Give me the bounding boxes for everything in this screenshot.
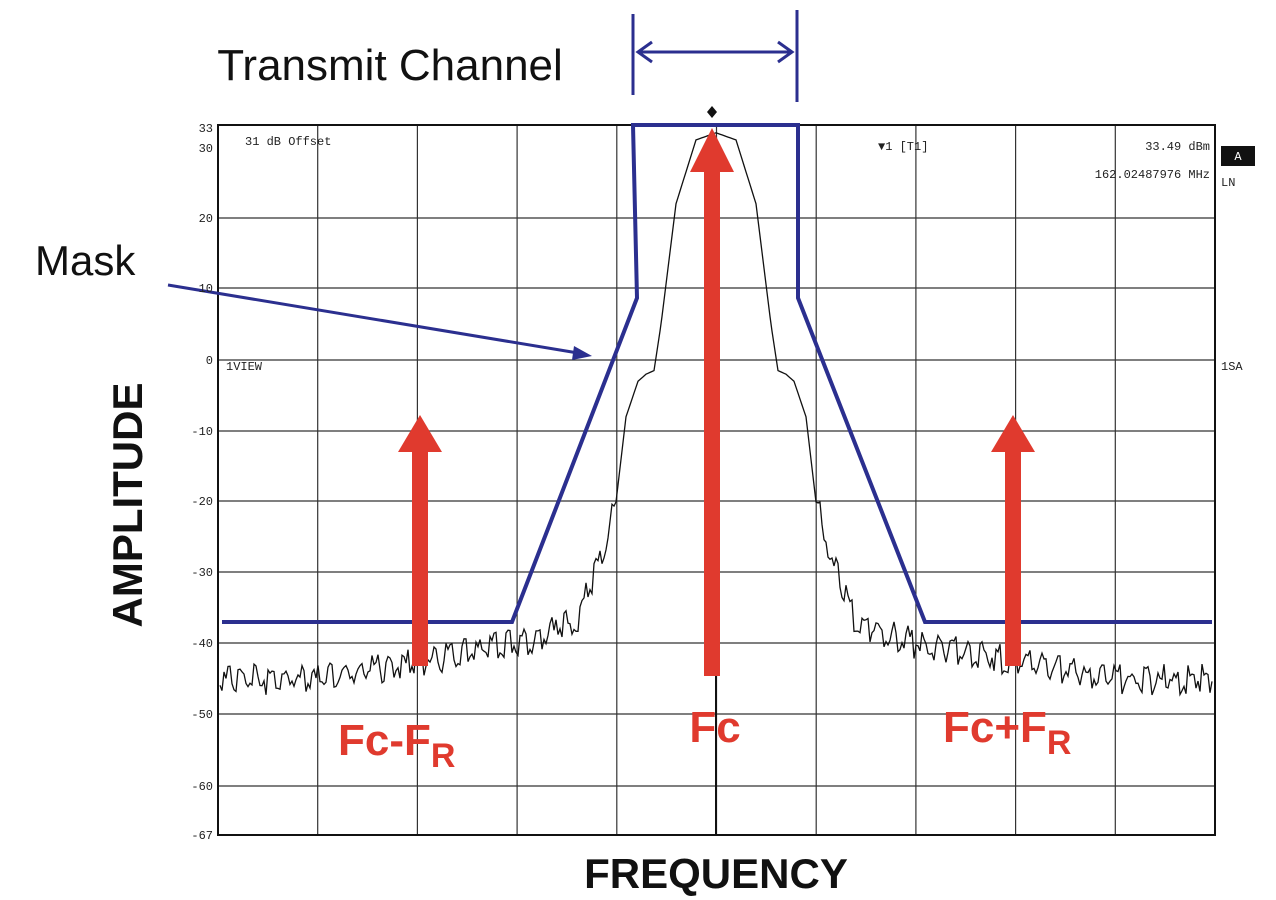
x-axis-title: FREQUENCY (584, 850, 848, 897)
lower-label: Fc-FR (338, 716, 455, 775)
channel-bracket (631, 10, 799, 102)
upper-label: Fc+FR (943, 703, 1071, 762)
view: 1VIEW (226, 360, 263, 374)
y-tick-label: 20 (199, 212, 213, 226)
y-tick-label: 30 (199, 142, 213, 156)
red-arrows (398, 128, 1035, 676)
mask-pointer-head (572, 346, 592, 360)
y-tick-label: -40 (191, 637, 213, 651)
label-sub: R (1047, 724, 1072, 762)
mask-label: Mask (35, 237, 136, 284)
y-tick-label: -67 (191, 829, 213, 843)
y-tick-label: -20 (191, 495, 213, 509)
marker-level: 33.49 dBm (1145, 140, 1210, 154)
label-main: Fc+F (943, 703, 1047, 752)
spectrum-trace (219, 132, 1213, 697)
y-tick-label: 0 (206, 354, 213, 368)
label-sub: R (431, 737, 456, 775)
y-tick-label: -10 (191, 425, 213, 439)
title: Transmit Channel (217, 41, 563, 90)
y-tick-label: -50 (191, 708, 213, 722)
badge-box (1221, 146, 1255, 166)
ln: LN (1221, 176, 1235, 190)
mask-pointer (167, 283, 579, 355)
badge: A (1234, 150, 1242, 164)
y-axis-title: AMPLITUDE (104, 383, 151, 628)
marker (707, 106, 717, 118)
y-tick-label: 10 (199, 282, 213, 296)
label-main: Fc-F (338, 716, 431, 765)
marker-freq: 162.02487976 MHz (1095, 168, 1210, 182)
center-label: Fc (689, 703, 740, 752)
offset: 31 dB Offset (245, 135, 331, 149)
sa: 1SA (1221, 360, 1243, 374)
y-tick-label: -30 (191, 566, 213, 580)
marker-label: ▼1 [T1] (878, 140, 928, 154)
y-tick-label: -60 (191, 780, 213, 794)
y-tick-label: 33 (199, 122, 213, 136)
mask-line (222, 123, 1212, 624)
